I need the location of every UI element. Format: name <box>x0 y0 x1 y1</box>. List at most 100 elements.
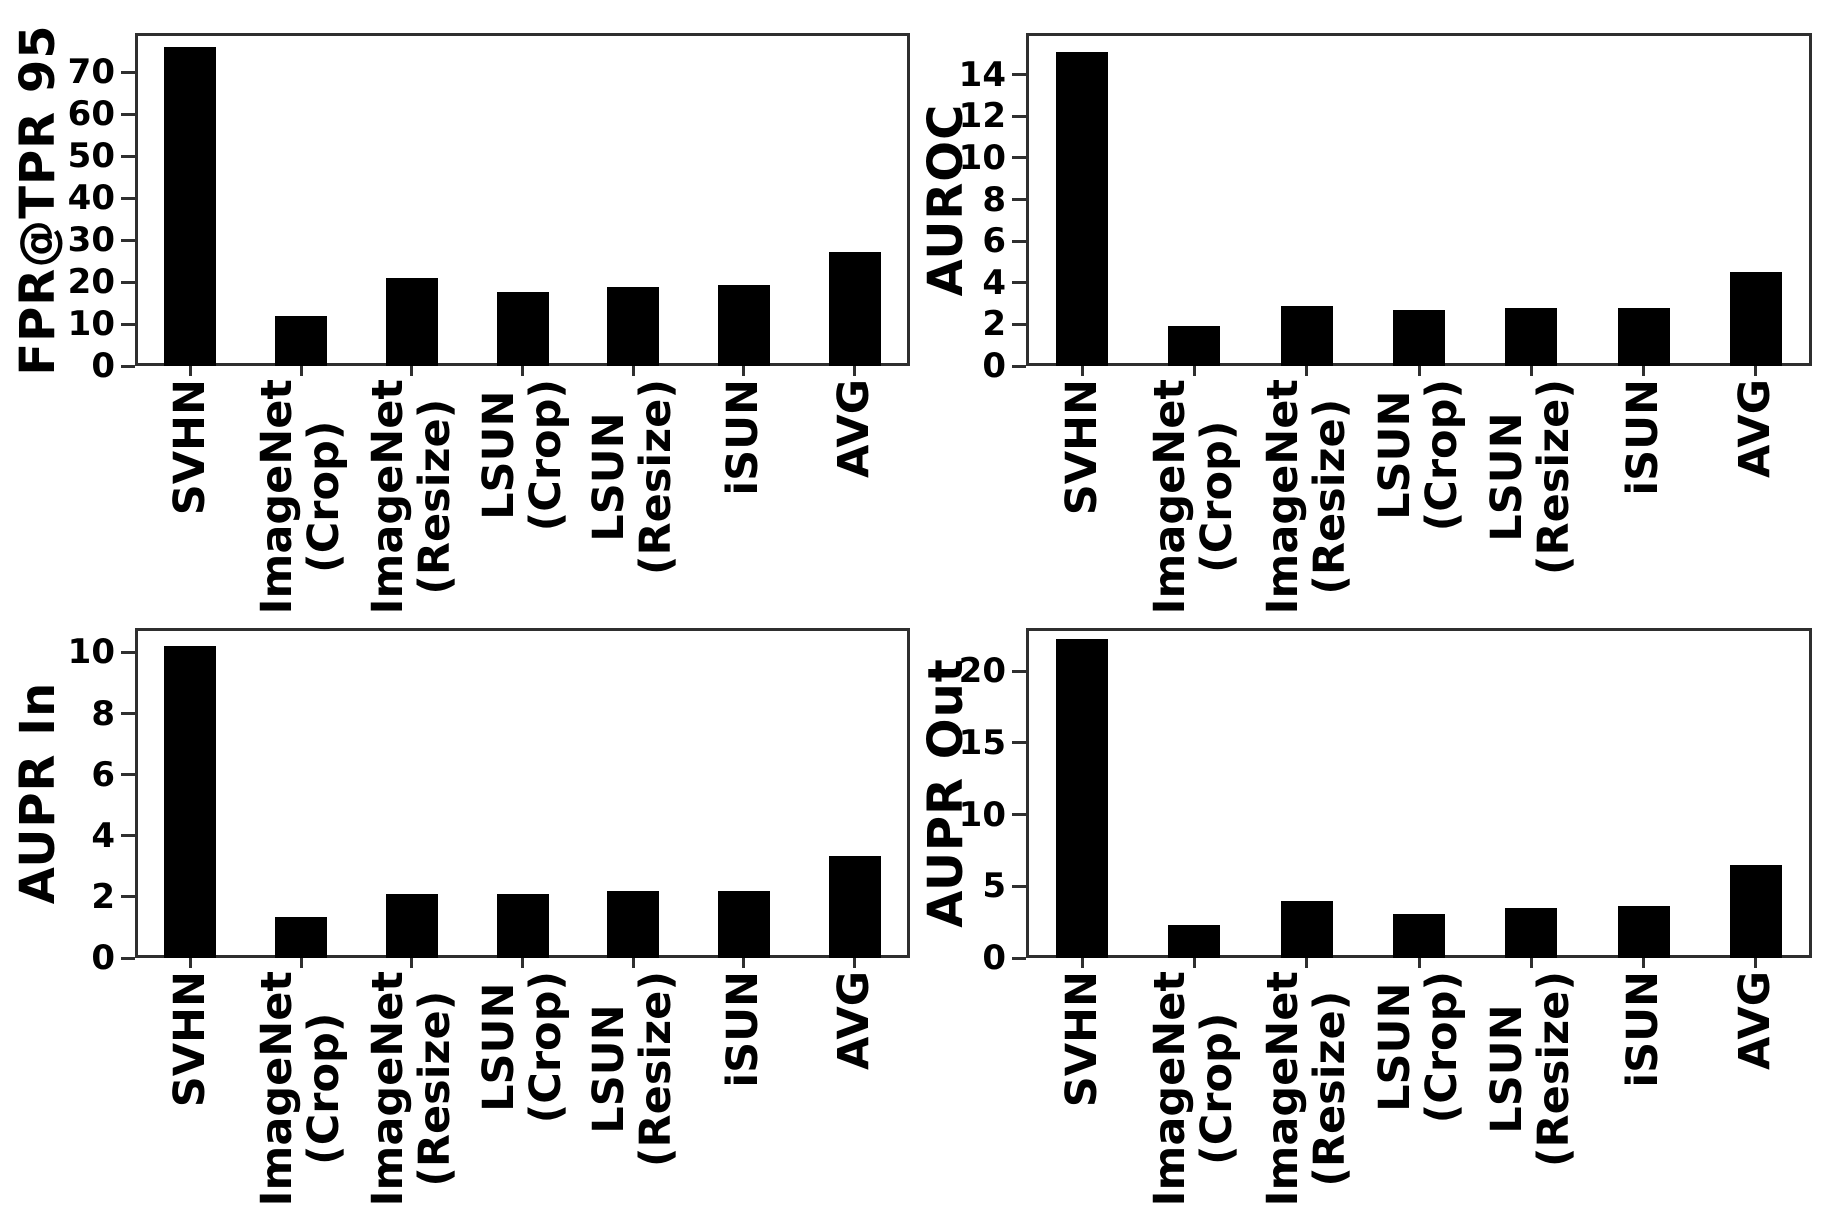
y-tick-mark <box>121 650 135 654</box>
bar-imagenet-crop <box>1168 326 1221 366</box>
x-tick-mark <box>299 958 303 968</box>
x-tick-label: ImageNet (Resize) <box>362 379 460 615</box>
y-tick-label: 8 <box>91 693 115 734</box>
x-tick-label: SVHN <box>1056 971 1107 1108</box>
y-tick-mark <box>121 196 135 200</box>
x-tick-mark <box>188 366 192 376</box>
bar-imagenet-crop <box>1168 925 1221 958</box>
y-tick-label: 10 <box>67 304 115 344</box>
x-tick-mark <box>631 366 635 376</box>
x-tick-mark <box>742 366 746 376</box>
x-tick-label: AVG <box>1730 379 1781 478</box>
y-tick-mark <box>121 238 135 242</box>
bar-avg <box>828 855 881 958</box>
bar-svhn <box>1056 51 1109 366</box>
y-tick-label: 10 <box>67 632 115 673</box>
y-tick-label: 2 <box>91 876 115 917</box>
bar-lsun-resize <box>1505 907 1558 958</box>
y-tick-mark <box>1012 281 1026 285</box>
y-tick-mark <box>121 154 135 158</box>
y-tick-label: 5 <box>982 866 1006 907</box>
x-tick-label: ImageNet (Resize) <box>1257 379 1355 615</box>
y-tick-mark <box>121 712 135 716</box>
y-tick-label: 50 <box>67 136 115 177</box>
y-tick-label: 14 <box>958 54 1006 95</box>
x-tick-mark <box>1529 958 1533 968</box>
bar-imagenet-resize <box>1280 305 1333 366</box>
y-tick-label: 20 <box>67 262 115 302</box>
x-tick-label: LSUN (Resize) <box>584 971 682 1168</box>
y-tick-mark <box>1012 956 1026 960</box>
y-tick-mark <box>121 895 135 899</box>
bar-isun <box>1617 905 1670 958</box>
x-tick-mark <box>1305 958 1309 968</box>
x-tick-label: LSUN (Resize) <box>1482 971 1580 1168</box>
x-tick-label: iSUN <box>718 971 769 1088</box>
y-tick-label: 2 <box>982 304 1006 345</box>
x-tick-mark <box>1754 958 1758 968</box>
y-tick-mark <box>1012 741 1026 745</box>
bar-svhn <box>164 646 217 958</box>
plot-frame <box>1026 628 1812 958</box>
bar-svhn <box>1056 639 1109 958</box>
bar-imagenet-crop <box>275 315 328 366</box>
y-tick-label: 0 <box>91 346 115 386</box>
x-tick-label: AVG <box>829 379 880 478</box>
x-tick-label: LSUN (Resize) <box>584 379 682 576</box>
x-tick-mark <box>521 366 524 376</box>
y-tick-mark <box>121 956 135 960</box>
y-tick-mark <box>1012 198 1026 201</box>
bar-lsun-crop <box>496 893 549 958</box>
x-tick-label: ImageNet (Crop) <box>1145 971 1243 1207</box>
bar-lsun-resize <box>1505 307 1558 366</box>
x-tick-label: iSUN <box>1618 379 1669 496</box>
y-tick-mark <box>1012 73 1026 77</box>
y-tick-mark <box>121 70 135 74</box>
bar-imagenet-resize <box>1280 900 1333 958</box>
y-tick-mark <box>121 773 135 777</box>
x-tick-label: LSUN (Crop) <box>473 379 571 532</box>
y-tick-mark <box>121 112 135 116</box>
x-tick-mark <box>188 958 192 968</box>
x-tick-mark <box>1529 366 1533 376</box>
x-tick-label: ImageNet (Resize) <box>362 971 460 1207</box>
y-tick-label: 10 <box>958 794 1006 835</box>
x-tick-mark <box>1417 958 1421 968</box>
y-tick-mark <box>1012 669 1026 673</box>
x-tick-mark <box>1080 958 1084 968</box>
y-tick-label: 0 <box>982 938 1006 978</box>
y-tick-mark <box>121 322 135 326</box>
bar-imagenet-crop <box>275 916 328 958</box>
y-tick-label: 40 <box>67 178 115 219</box>
x-tick-mark <box>521 958 524 968</box>
y-tick-mark <box>1012 884 1026 888</box>
y-tick-label: 6 <box>91 754 115 795</box>
x-tick-mark <box>631 958 635 968</box>
y-tick-mark <box>1012 239 1026 243</box>
y-tick-label: 10 <box>958 137 1006 178</box>
x-tick-label: LSUN (Crop) <box>1370 379 1467 532</box>
y-tick-label: 20 <box>958 651 1006 692</box>
bar-isun <box>717 890 770 958</box>
bar-avg <box>828 251 881 366</box>
bar-isun <box>1617 307 1670 366</box>
y-tick-label: 0 <box>982 346 1006 386</box>
bar-imagenet-resize <box>385 893 438 958</box>
y-tick-mark <box>1012 156 1026 160</box>
x-tick-label: ImageNet (Crop) <box>252 379 350 615</box>
x-tick-mark <box>1305 366 1309 376</box>
y-tick-mark <box>121 280 135 284</box>
y-tick-mark <box>1012 364 1026 368</box>
bar-svhn <box>164 46 217 366</box>
bar-lsun-resize <box>607 287 660 366</box>
x-tick-label: ImageNet (Crop) <box>252 971 350 1207</box>
y-tick-label: 4 <box>982 262 1006 303</box>
y-tick-mark <box>1012 114 1026 118</box>
y-tick-label: 0 <box>91 938 115 978</box>
x-tick-mark <box>1642 366 1646 376</box>
x-tick-label: SVHN <box>164 379 215 516</box>
y-tick-label: 60 <box>67 94 115 135</box>
y-tick-label: 4 <box>91 815 115 856</box>
bar-lsun-crop <box>496 292 549 366</box>
